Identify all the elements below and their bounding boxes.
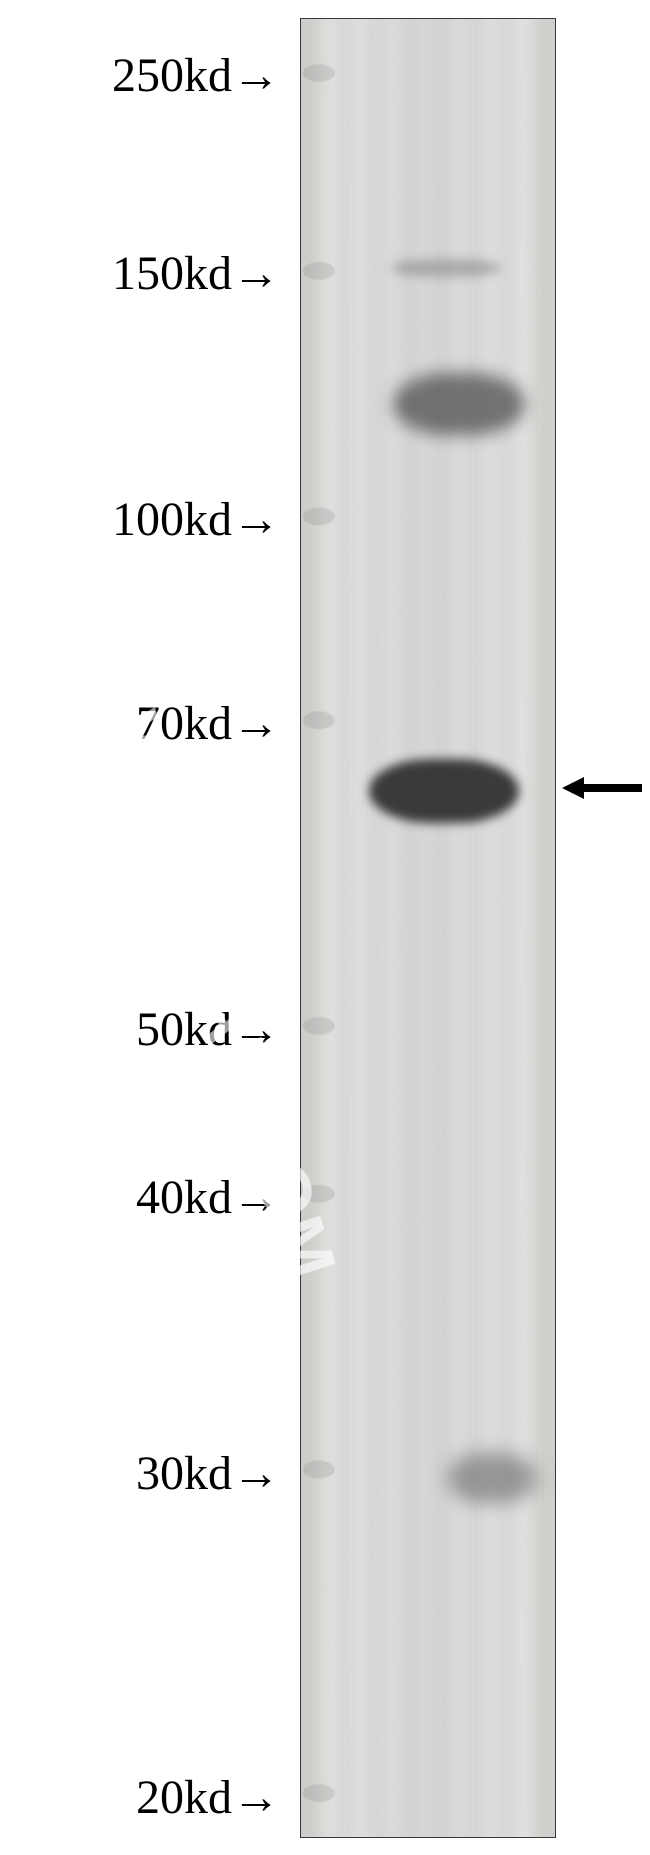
blot-lane: [300, 18, 556, 1838]
mw-label-20kd: 20kd→: [136, 1770, 280, 1825]
blot-band-2: [393, 373, 525, 435]
target-band-arrow-icon: [562, 777, 642, 799]
blot-band-3: [369, 759, 519, 823]
mw-label-30kd: 30kd→: [136, 1446, 280, 1501]
arrow-shaft: [584, 784, 642, 792]
mw-label-250kd: 250kd→: [112, 48, 280, 103]
arrow-head: [562, 777, 584, 799]
mw-label-50kd: 50kd→: [136, 1002, 280, 1057]
mw-label-100kd: 100kd→: [112, 492, 280, 547]
mw-label-70kd: 70kd→: [136, 696, 280, 751]
blot-band-1: [391, 259, 501, 277]
western-blot-figure: 250kd→ 150kd→ 100kd→ 70kd→ 50kd→ 40kd→ 3…: [0, 0, 650, 1855]
blot-band-4: [447, 1453, 537, 1503]
blot-membrane-texture: [301, 19, 555, 1837]
mw-label-40kd: 40kd→: [136, 1170, 280, 1225]
mw-label-150kd: 150kd→: [112, 246, 280, 301]
